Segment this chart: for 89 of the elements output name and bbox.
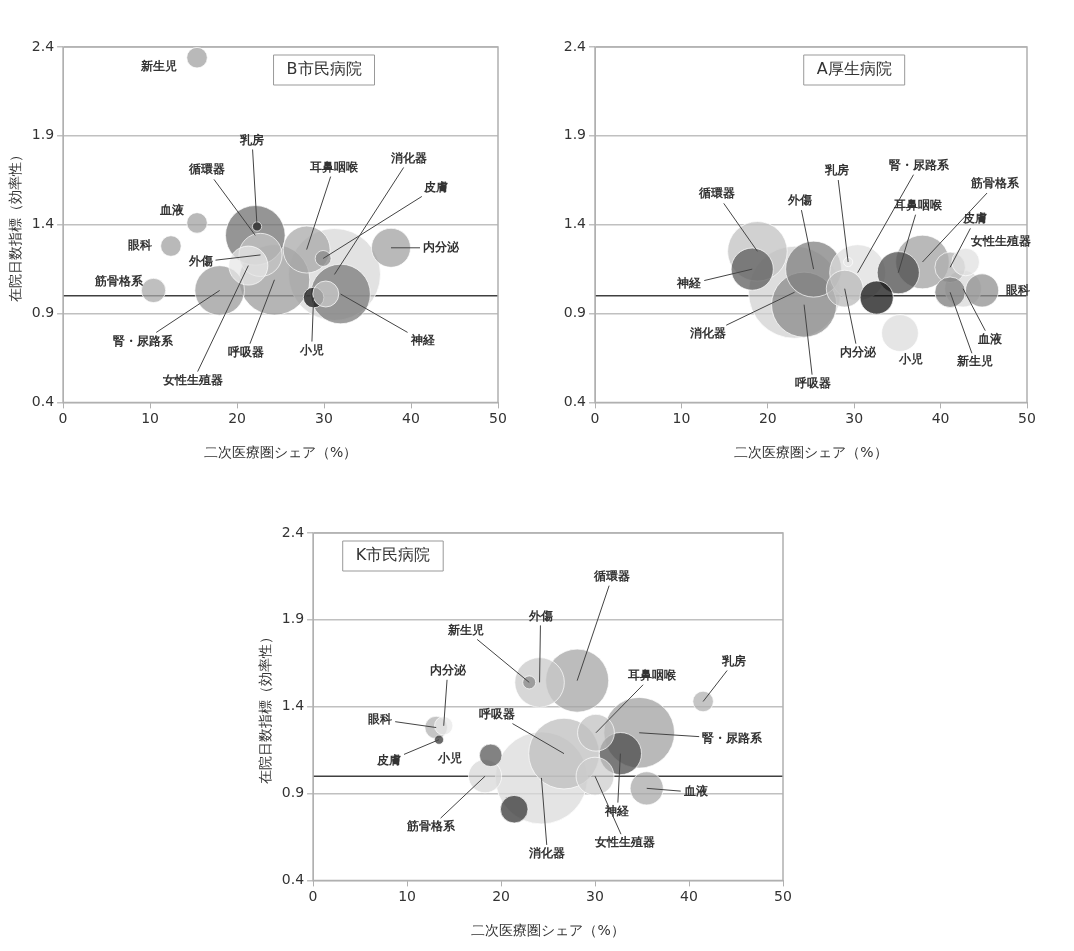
annotation: 皮膚: [423, 179, 449, 194]
annotation: 循環器: [188, 162, 226, 177]
x-tick-label: 40: [680, 888, 698, 905]
y-tick-label: 0.9: [563, 304, 586, 321]
annotation: 消化器: [528, 846, 566, 861]
y-axis-title: 在院日数指標（効率性）: [7, 147, 24, 302]
y-tick-label: 0.4: [563, 393, 587, 410]
annotation: 筋骨格系: [406, 819, 457, 834]
annotation: 外傷: [187, 254, 213, 269]
annotation: 新生児: [447, 622, 485, 637]
annotation: 乳房: [824, 163, 850, 178]
x-tick-label: 30: [845, 410, 864, 427]
annotation: 腎・尿路系: [112, 333, 174, 348]
annotation: 乳房: [239, 132, 265, 147]
y-tick-label: 1.9: [31, 126, 55, 143]
x-tick-label: 40: [931, 410, 950, 427]
annotation: 女性生殖器: [594, 835, 656, 850]
annotation: 筋骨格系: [93, 273, 144, 288]
annotation: 腎・尿路系: [702, 730, 764, 745]
x-tick-label: 0: [590, 410, 600, 427]
y-tick-label: 1.4: [563, 215, 587, 232]
y-tick-label: 0.4: [281, 871, 305, 888]
annotation: 呼吸器: [795, 375, 832, 390]
annotation: 女性生殖器: [969, 234, 1031, 249]
annotation: 血液: [977, 331, 1004, 346]
text: K市民病院: [355, 545, 431, 565]
annotation: 乳房: [721, 653, 747, 668]
annotation: 眼科: [368, 711, 393, 726]
y-tick-label: 1.9: [281, 610, 305, 627]
x-tick-label: 50: [489, 410, 507, 427]
annotation: 神経: [676, 276, 703, 291]
x-tick-label: 0: [58, 410, 68, 427]
x-tick-label: 10: [398, 888, 416, 905]
annotation: 新生児: [956, 354, 994, 369]
y-tick-label: 0.9: [281, 784, 305, 801]
y-tick-label: 1.9: [563, 126, 586, 143]
annotation: 内分泌: [839, 344, 877, 359]
annotation: 神経: [409, 333, 436, 348]
annotation: 血液: [682, 784, 709, 799]
annotation: 女性生殖器: [162, 372, 224, 387]
y-tick-label: 2.4: [281, 523, 305, 540]
annotation: 眼科: [1006, 282, 1031, 297]
x-tick-label: 0: [308, 888, 318, 905]
annotation: 耳鼻咽喉: [893, 197, 944, 212]
y-tick-label: 2.4: [563, 37, 587, 54]
y-tick-label: 0.4: [31, 393, 55, 410]
annotation: 消化器: [390, 150, 428, 165]
annotation: 呼吸器: [479, 706, 516, 721]
annotation: 血液: [159, 203, 186, 218]
x-tick-label: 20: [492, 888, 510, 905]
text: B市民病院: [286, 59, 362, 79]
x-tick-label: 20: [228, 410, 246, 427]
x-tick-label: 50: [774, 888, 792, 905]
text: A厚生病院: [816, 59, 892, 79]
y-axis-title: 在院日数指標（効率性）: [257, 629, 274, 784]
y-tick-label: 1.4: [31, 215, 55, 232]
x-axis-title: 二次医療圏シェア（%）: [471, 922, 625, 939]
x-axis-title: 二次医療圏シェア（%）: [734, 444, 888, 461]
annotation: 新生児: [140, 58, 178, 73]
annotation: 腎・尿路系: [888, 157, 950, 172]
annotation: 小児: [298, 342, 324, 357]
annotation: 内分泌: [423, 239, 461, 254]
y-tick-label: 1.4: [281, 697, 305, 714]
x-tick-label: 50: [1018, 410, 1036, 427]
annotation: 神経: [604, 803, 631, 818]
x-tick-label: 20: [758, 410, 777, 427]
annotation: 消化器: [688, 326, 726, 341]
y-tick-label: 2.4: [31, 37, 55, 54]
annotation: 外傷: [527, 608, 553, 623]
x-tick-label: 30: [586, 888, 604, 905]
x-axis-title: 二次医療圏シェア（%）: [203, 444, 358, 461]
x-tick-label: 40: [402, 410, 420, 427]
annotation: 耳鼻咽喉: [626, 667, 677, 682]
annotation: 呼吸器: [228, 344, 265, 359]
annotation: 眼科: [127, 238, 152, 253]
annotation: 外傷: [786, 193, 812, 208]
annotation: 小児: [897, 352, 923, 367]
x-tick-label: 10: [141, 410, 159, 427]
annotation: 皮膚: [376, 752, 402, 767]
annotation: 循環器: [698, 186, 736, 201]
y-tick-label: 0.9: [31, 304, 55, 321]
annotation: 小児: [436, 751, 462, 766]
annotation: 耳鼻咽喉: [308, 159, 359, 174]
annotation: 循環器: [593, 568, 631, 583]
annotation: 皮膚: [962, 211, 988, 226]
x-tick-label: 10: [672, 410, 691, 427]
annotation: 筋骨格系: [970, 176, 1021, 191]
annotation: 内分泌: [429, 662, 467, 677]
x-tick-label: 30: [315, 410, 333, 427]
